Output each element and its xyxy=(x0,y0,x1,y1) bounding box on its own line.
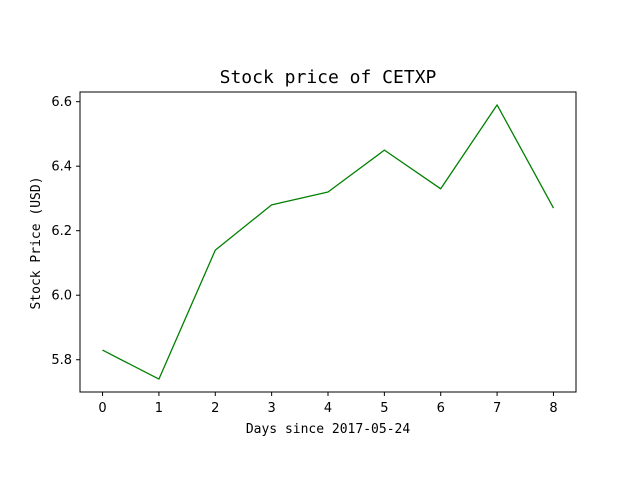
x-axis-label: Days since 2017-05-24 xyxy=(246,422,411,437)
x-tick-label: 7 xyxy=(493,401,501,416)
y-axis-label: Stock Price (USD) xyxy=(29,176,44,309)
x-tick-label: 4 xyxy=(324,401,332,416)
x-tick-label: 2 xyxy=(211,401,219,416)
x-tick-label: 5 xyxy=(380,401,388,416)
y-tick-label: 6.4 xyxy=(51,160,72,175)
x-tick-label: 1 xyxy=(155,401,163,416)
plot-frame xyxy=(79,91,577,393)
chart-title: Stock price of CETXP xyxy=(220,67,437,88)
series-layer xyxy=(102,104,555,380)
y-tick-label: 6.0 xyxy=(51,289,72,304)
x-tick-label: 3 xyxy=(267,401,275,416)
y-tick-label: 6.6 xyxy=(51,95,72,110)
y-tick-label: 5.8 xyxy=(51,353,72,368)
ticks-layer: 0 1 2 3 4 5 6 7 8 5.8 6.0 6.2 6.4 6.6 xyxy=(51,95,557,416)
x-tick-label: 0 xyxy=(98,401,106,416)
x-tick-label: 6 xyxy=(437,401,445,416)
x-tick-label: 8 xyxy=(549,401,557,416)
y-tick-label: 6.2 xyxy=(51,224,72,239)
